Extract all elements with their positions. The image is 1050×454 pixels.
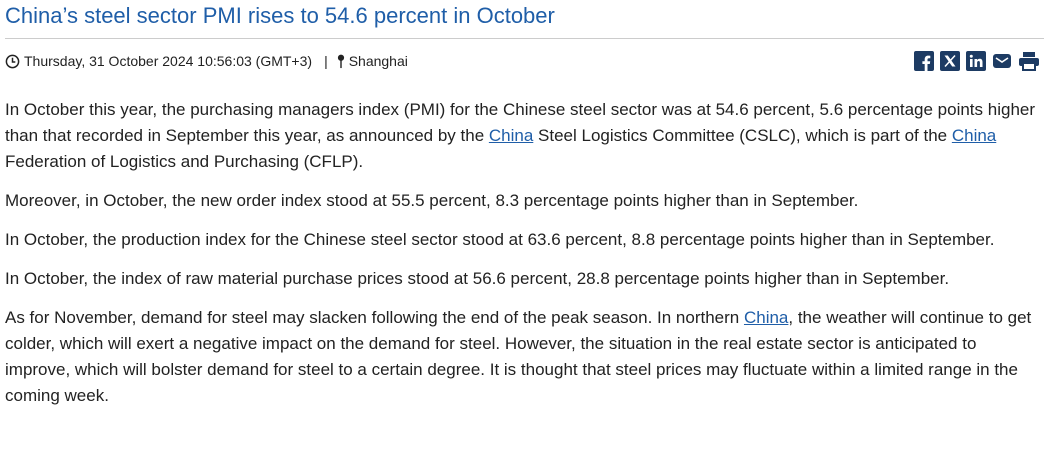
paragraph: As for November, demand for steel may sl… <box>5 305 1044 409</box>
text: In October, the production index for the… <box>5 230 995 249</box>
date: Thursday, 31 October 2024 10:56:03 (GMT+… <box>24 53 313 69</box>
paragraph: In October this year, the purchasing man… <box>5 97 1044 175</box>
text: As for November, demand for steel may sl… <box>5 308 744 327</box>
paragraph: Moreover, in October, the new order inde… <box>5 188 1044 214</box>
title: China’s steel sector PMI rises to 54.6 p… <box>5 3 555 28</box>
text: Moreover, in October, the new order inde… <box>5 191 859 210</box>
article-body: In October this year, the purchasing man… <box>5 97 1044 409</box>
article: China’s steel sector PMI rises to 54.6 p… <box>5 3 1044 409</box>
pin-icon <box>337 54 344 68</box>
link[interactable]: China <box>488 126 534 145</box>
separator: | <box>324 53 328 69</box>
link[interactable]: China <box>951 126 997 145</box>
text: , the weather will continue to get colde… <box>5 308 1032 405</box>
clock-icon <box>5 54 20 68</box>
divider <box>5 38 1044 39</box>
linkedin-button[interactable] <box>966 51 986 71</box>
paragraph: In October, the production index for the… <box>5 227 1044 253</box>
email-button[interactable] <box>992 51 1012 71</box>
link[interactable]: China <box>743 308 789 327</box>
facebook-button[interactable] <box>914 51 934 71</box>
location: Shanghai <box>348 53 408 69</box>
text: Steel Logistics Committee (CSLC), which … <box>533 126 952 145</box>
paragraph: In October, the index of raw material pu… <box>5 266 1044 292</box>
share-buttons <box>914 51 1040 71</box>
text: Federation of Logistics and Purchasing (… <box>5 152 364 171</box>
meta: Thursday, 31 October 2024 10:56:03 (GMT+… <box>5 41 1044 81</box>
text: In October, the index of raw material pu… <box>5 269 950 288</box>
text: In October this year, the purchasing man… <box>5 100 1036 145</box>
print-button[interactable] <box>1018 51 1040 71</box>
x-button[interactable] <box>940 51 960 71</box>
